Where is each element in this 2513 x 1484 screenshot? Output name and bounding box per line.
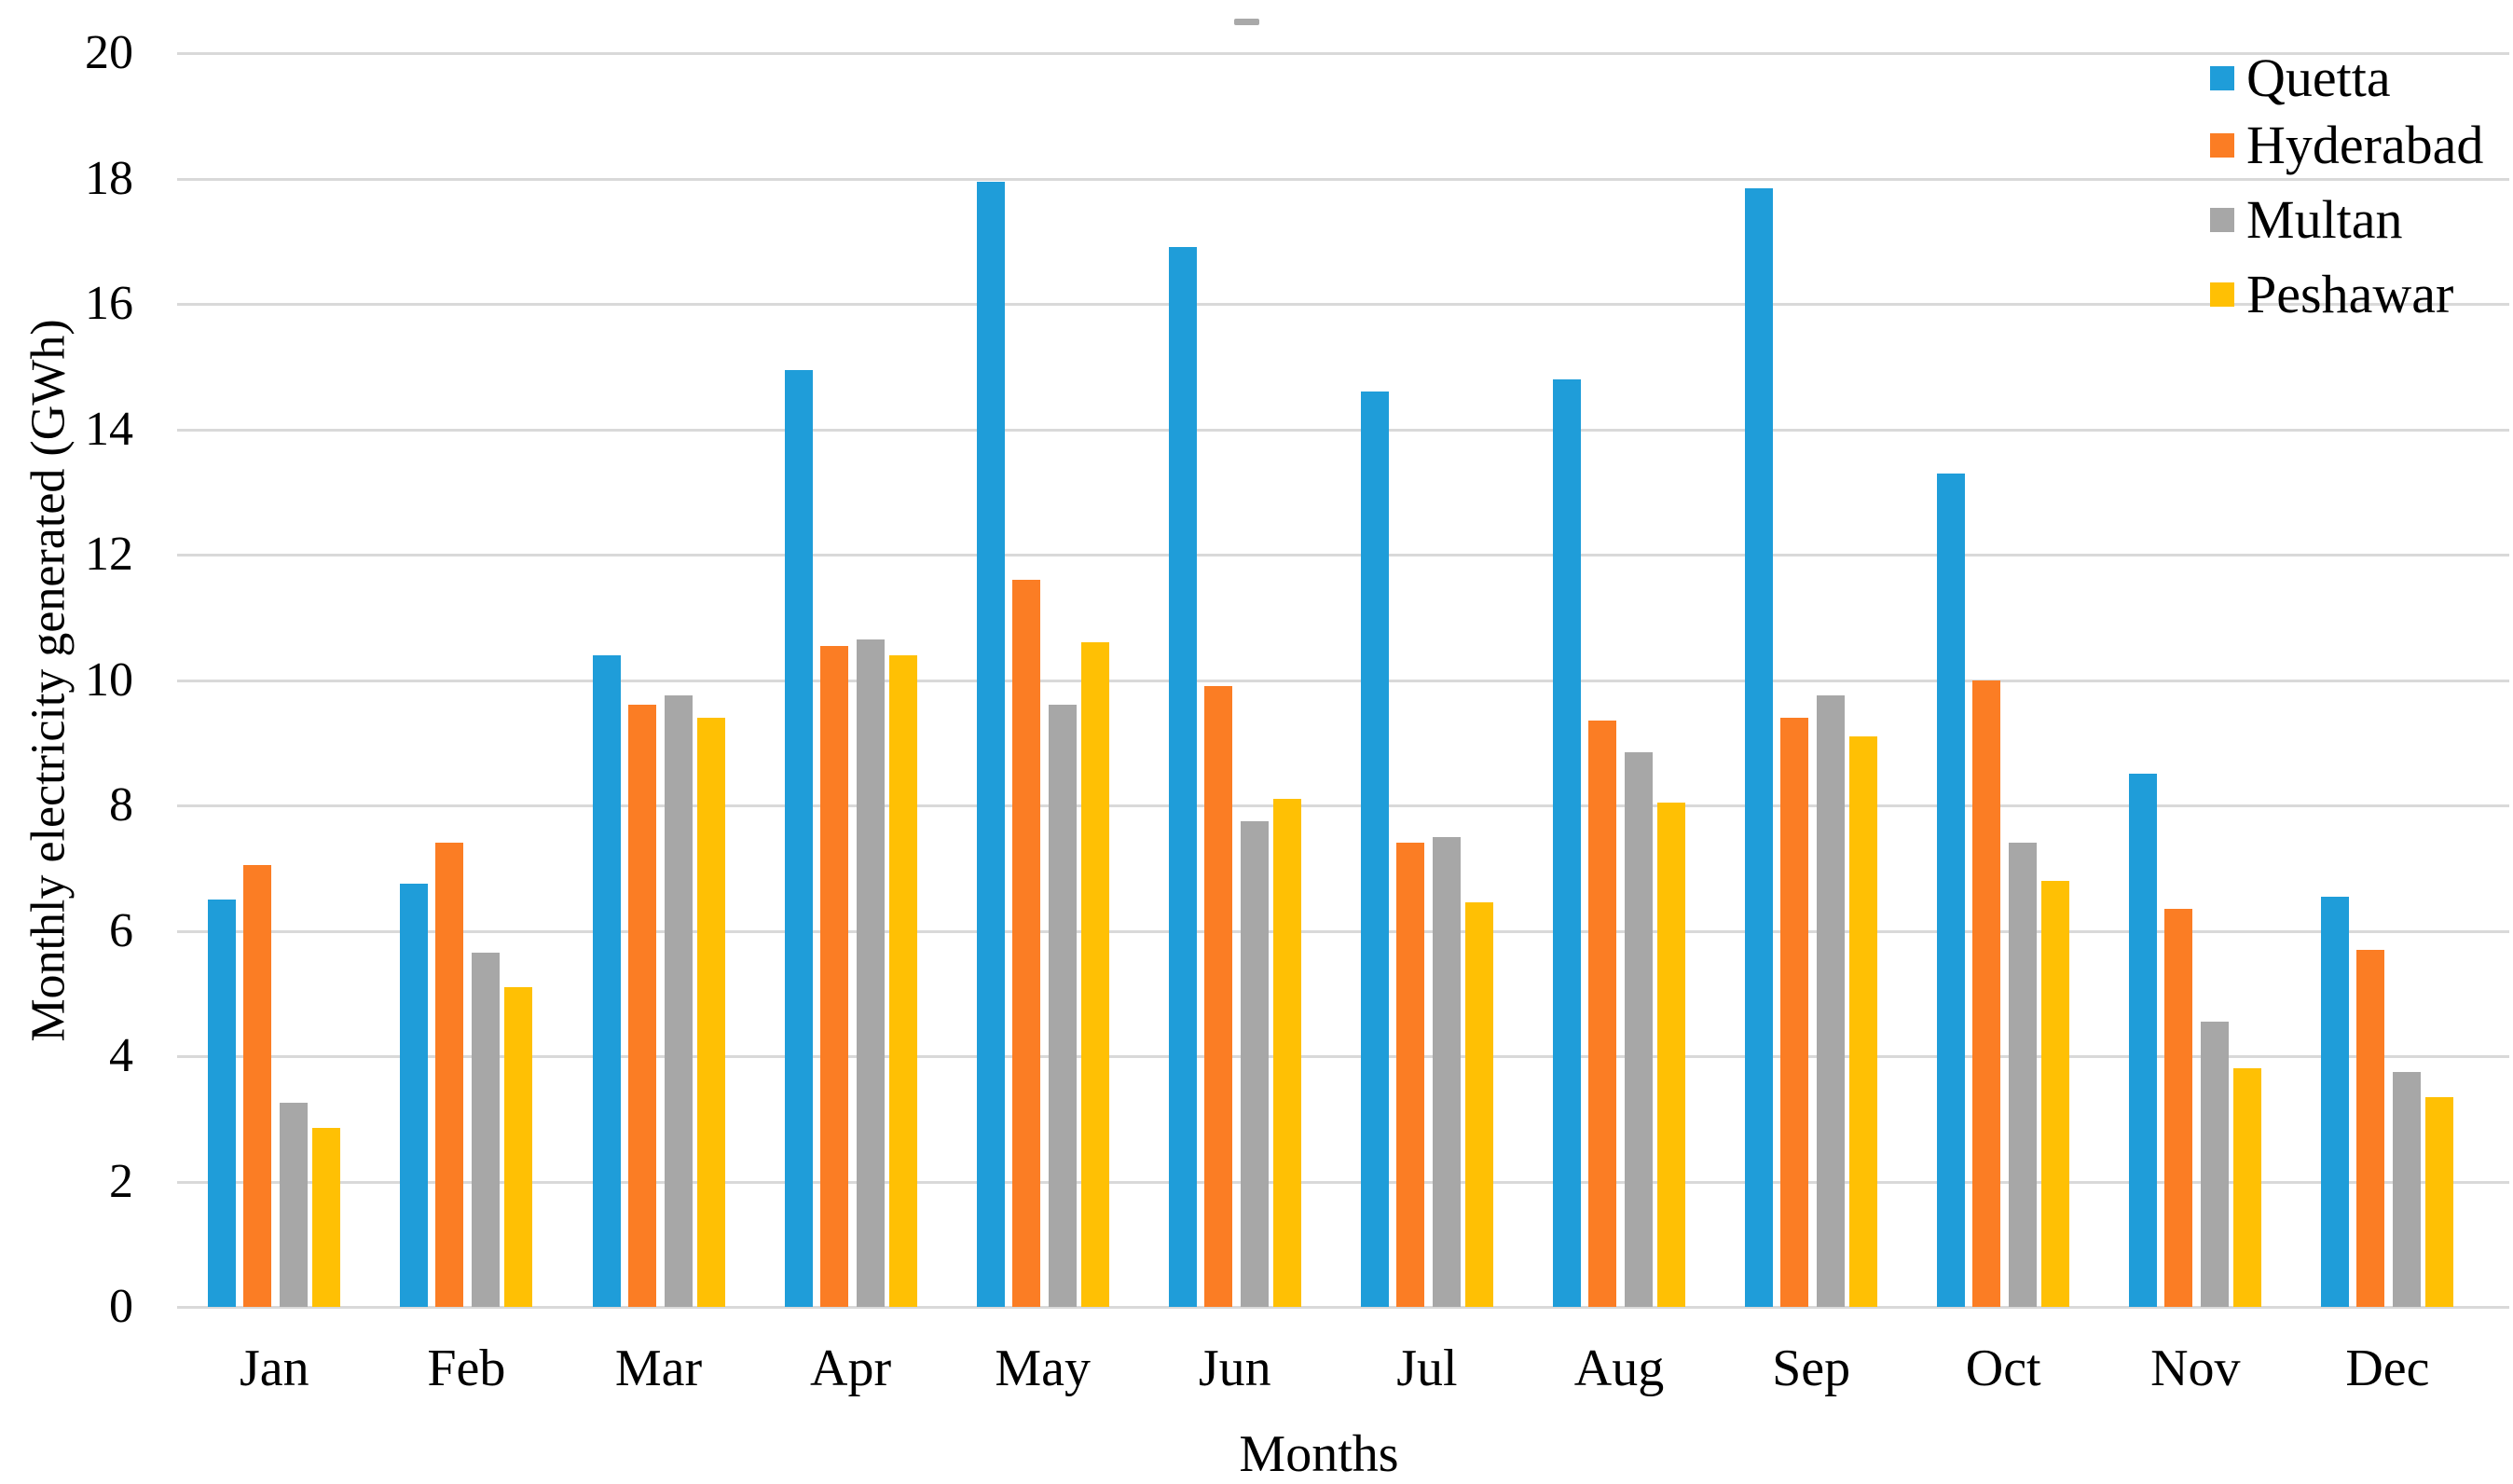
top-center-dash-artifact [1234, 19, 1259, 25]
bar-peshawar-mar [696, 717, 725, 1307]
x-tick-label-feb: Feb [427, 1340, 506, 1397]
bar-quetta-nov [2129, 774, 2158, 1307]
y-tick-label: 20 [85, 26, 133, 79]
bar-quetta-feb [400, 884, 429, 1307]
y-tick-label: 14 [85, 402, 133, 456]
y-tick-label: 4 [109, 1029, 133, 1082]
y-tick-label: 10 [85, 653, 133, 707]
bar-multan-nov [2201, 1022, 2230, 1307]
bar-multan-jan [280, 1103, 309, 1307]
bar-peshawar-oct [2041, 880, 2070, 1307]
x-tick-label-sep: Sep [1772, 1340, 1851, 1397]
legend-item-quetta: Quetta [2210, 48, 2391, 108]
bar-quetta-jun [1168, 247, 1197, 1307]
bar-hyderabad-nov [2164, 908, 2193, 1307]
legend-label-multan: Multan [2246, 189, 2403, 250]
x-tick-label-jan: Jan [239, 1340, 309, 1397]
bar-hyderabad-aug [1588, 721, 1616, 1307]
bar-quetta-aug [1553, 378, 1581, 1307]
legend-swatch-quetta [2210, 66, 2234, 90]
x-tick-label-mar: Mar [614, 1340, 703, 1397]
plot-area [177, 52, 2509, 1309]
bar-multan-mar [664, 695, 693, 1307]
bar-quetta-sep [1745, 187, 1774, 1307]
legend-label-quetta: Quetta [2246, 48, 2391, 108]
y-tick-label: 0 [109, 1280, 133, 1333]
bar-peshawar-nov [2233, 1068, 2262, 1307]
bar-hyderabad-mar [627, 705, 656, 1307]
y-tick-label: 18 [85, 151, 133, 205]
y-tick-label: 6 [109, 903, 133, 957]
bar-quetta-dec [2321, 896, 2350, 1307]
bar-multan-jun [1240, 820, 1269, 1307]
bar-peshawar-jul [1464, 902, 1493, 1307]
bar-hyderabad-feb [435, 843, 464, 1307]
x-tick-label-jul: Jul [1396, 1340, 1458, 1397]
bar-quetta-jul [1360, 392, 1389, 1307]
x-tick-label-aug: Aug [1573, 1340, 1665, 1397]
bar-multan-jul [1432, 836, 1461, 1307]
legend-item-hyderabad: Hyderabad [2210, 116, 2483, 175]
bar-peshawar-dec [2425, 1096, 2454, 1307]
gridline [177, 52, 2509, 55]
x-tick-label-jun: Jun [1198, 1340, 1271, 1397]
bar-hyderabad-dec [2356, 949, 2385, 1307]
x-axis-title: Months [1239, 1425, 1399, 1483]
bar-multan-apr [856, 639, 885, 1307]
gridline [177, 929, 2509, 933]
bar-multan-dec [2393, 1071, 2422, 1307]
bar-peshawar-jun [1272, 799, 1301, 1307]
gridline [177, 428, 2509, 432]
bar-hyderabad-apr [819, 645, 848, 1307]
gridline [177, 679, 2509, 682]
legend-item-peshawar: Peshawar [2210, 265, 2453, 324]
x-tick-label-dec: Dec [2345, 1340, 2430, 1397]
bar-hyderabad-may [1011, 579, 1040, 1307]
bar-quetta-may [976, 181, 1005, 1307]
bar-quetta-mar [592, 654, 621, 1307]
legend-swatch-hyderabad [2210, 133, 2234, 158]
x-tick-label-may: May [995, 1340, 1092, 1397]
bar-hyderabad-oct [1972, 680, 2001, 1307]
bar-hyderabad-jul [1395, 843, 1424, 1307]
bar-multan-feb [472, 953, 501, 1307]
gridline [177, 804, 2509, 807]
bar-peshawar-sep [1849, 736, 1878, 1307]
legend-label-hyderabad: Hyderabad [2246, 115, 2484, 175]
bar-quetta-jan [208, 899, 237, 1307]
bar-multan-aug [1625, 751, 1653, 1307]
bar-peshawar-apr [888, 654, 917, 1307]
legend-swatch-peshawar [2210, 282, 2234, 307]
legend-item-multan: Multan [2210, 190, 2403, 250]
gridline [177, 177, 2509, 181]
gridline [177, 303, 2509, 306]
bar-quetta-oct [1937, 473, 1966, 1307]
bar-multan-may [1048, 705, 1077, 1307]
legend-swatch-multan [2210, 208, 2234, 232]
bar-multan-oct [2009, 843, 2038, 1307]
gridline [177, 1055, 2509, 1058]
x-tick-label-apr: Apr [810, 1340, 892, 1397]
y-tick-label: 12 [85, 528, 133, 581]
gridline [177, 1180, 2509, 1184]
y-tick-label: 16 [85, 277, 133, 330]
bar-quetta-apr [784, 369, 813, 1307]
gridline [177, 554, 2509, 556]
bar-peshawar-feb [504, 987, 533, 1307]
bar-hyderabad-sep [1780, 717, 1809, 1307]
bar-peshawar-jan [312, 1128, 341, 1307]
bar-peshawar-may [1080, 642, 1109, 1307]
bar-peshawar-aug [1657, 802, 1685, 1307]
bar-hyderabad-jun [1203, 686, 1232, 1307]
y-tick-label: 8 [109, 778, 133, 831]
legend-label-peshawar: Peshawar [2246, 264, 2454, 324]
bar-hyderabad-jan [243, 864, 272, 1307]
y-tick-label: 2 [109, 1154, 133, 1208]
bar-multan-sep [1817, 695, 1846, 1307]
x-tick-label-oct: Oct [1965, 1340, 2041, 1397]
x-tick-label-nov: Nov [2150, 1340, 2241, 1397]
x-axis-line [177, 1306, 2509, 1309]
